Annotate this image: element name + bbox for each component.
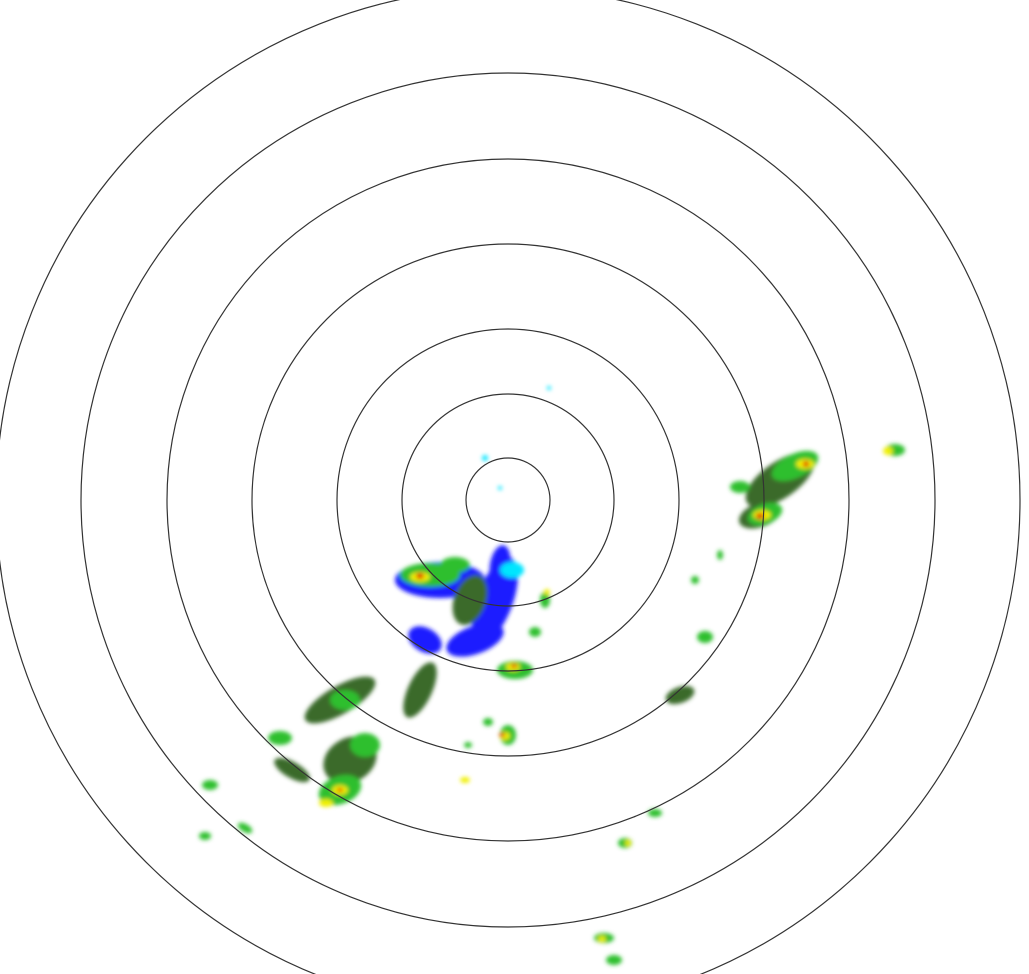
range-ring-4	[251, 243, 765, 757]
echo-extreme	[803, 461, 809, 467]
echo-moderate	[330, 690, 360, 710]
echo-moderate	[771, 450, 819, 482]
echo-moderate	[202, 780, 218, 790]
echo-extreme	[416, 573, 424, 579]
range-ring-6	[80, 72, 936, 928]
echo-extreme	[511, 664, 517, 668]
echo-weak	[446, 623, 504, 657]
echo-moderate	[268, 731, 292, 745]
echo-light	[547, 386, 551, 390]
echo-moderate	[730, 481, 750, 493]
echo-moderate	[697, 631, 713, 643]
precipitation-echoes	[199, 386, 905, 965]
echo-moderate	[606, 955, 622, 965]
echo-moderate-low	[403, 662, 437, 718]
echo-moderate	[350, 733, 380, 757]
echo-strong	[883, 447, 893, 455]
echo-moderate-low	[452, 574, 488, 626]
echo-moderate	[691, 576, 699, 584]
range-ring-2	[401, 393, 615, 607]
echo-moderate	[529, 627, 541, 637]
echo-extreme	[337, 788, 343, 792]
echo-weak	[472, 557, 518, 643]
echo-extreme	[499, 733, 505, 737]
echo-light	[498, 486, 502, 490]
echo-moderate	[464, 742, 472, 748]
echo-moderate	[717, 550, 723, 560]
echo-light	[482, 455, 488, 461]
echo-moderate	[440, 557, 470, 573]
echo-moderate	[540, 592, 550, 608]
echo-moderate	[648, 809, 662, 817]
echo-light	[500, 562, 524, 578]
echo-strong	[460, 777, 470, 783]
echo-extreme	[756, 513, 764, 519]
echo-moderate	[237, 822, 253, 834]
echo-moderate-low	[665, 685, 695, 705]
echo-moderate	[483, 718, 493, 726]
echo-moderate-low	[274, 757, 310, 783]
echo-moderate	[199, 832, 211, 840]
range-ring-5	[166, 158, 850, 842]
range-ring-1	[465, 457, 551, 543]
echo-strong	[544, 589, 550, 595]
range-ring-3	[336, 328, 680, 672]
echo-strong	[319, 799, 333, 807]
echo-strong	[598, 936, 606, 942]
echo-weak	[408, 626, 442, 654]
echo-strong	[625, 840, 631, 846]
